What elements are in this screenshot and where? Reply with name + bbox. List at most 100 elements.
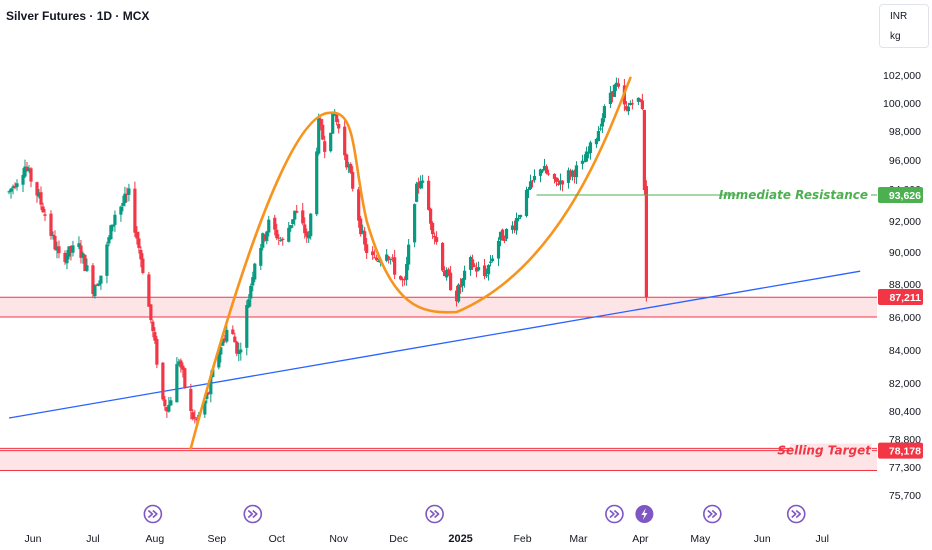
candle-body [281,238,285,241]
candle [638,98,642,103]
candle [470,254,475,270]
candle-body [189,388,193,411]
candle-body [586,151,591,154]
candle [239,342,243,361]
candle-body [432,235,437,238]
candle [79,239,83,264]
candle-body [415,183,419,202]
fast-forward-glyph [147,509,158,519]
fast-forward-glyph [609,509,620,519]
candle [468,255,473,276]
fast-forward-event-icon[interactable] [143,504,163,524]
candle [321,118,325,141]
candle-body [253,263,257,280]
candle [532,169,537,183]
candle [636,97,640,106]
candle [63,250,67,265]
candle [133,181,137,237]
y-tick-label: 92,000 [889,216,921,228]
candle-body [37,192,41,197]
candle [253,262,257,283]
unit-label: kg [890,31,901,42]
candle-body [195,418,199,421]
fast-forward-event-icon[interactable] [425,504,444,524]
candle [556,178,561,186]
candle [277,234,281,246]
candle [377,258,381,263]
candle [161,362,165,401]
candle [359,215,363,237]
candle [43,208,47,222]
candle-body [417,182,421,187]
candle [65,250,69,270]
candle-body [630,103,634,105]
candle-body [15,183,19,187]
fast-forward-event-icon[interactable] [605,504,624,524]
candle [510,221,515,234]
candle [69,245,73,261]
candle [417,177,421,194]
candle [407,238,411,271]
candle-body [363,231,367,245]
currency-label: INR [890,11,908,22]
candle [357,186,361,228]
candle [275,223,279,241]
candle-body [55,248,59,251]
cup-and-handle-curve[interactable] [189,76,632,450]
candle-body [510,225,515,230]
candle-body [93,286,97,297]
candle [440,242,445,272]
candle [225,325,229,344]
x-tick-label: Feb [513,533,531,545]
candle-body [49,213,53,236]
candle-body [401,278,405,281]
price-tag-bg [878,442,923,459]
fast-forward-event-icon[interactable] [243,504,263,524]
candle [528,174,533,191]
candle [295,204,299,214]
candle [111,224,115,232]
candle [442,266,447,277]
candle-body [319,119,323,126]
candle-body [602,106,607,119]
candle-body [331,114,335,134]
candle [558,173,563,191]
candle-body [41,206,45,213]
candle-body [626,106,631,112]
candle [419,175,423,190]
candle-body [532,175,537,181]
candle [189,383,193,420]
candle [582,154,587,163]
candle-body [460,278,465,286]
event-markers[interactable] [143,504,806,524]
candle [251,271,255,292]
candle-body [476,267,481,271]
trendline[interactable] [8,270,861,419]
candle-body [468,257,473,270]
candle-body [580,160,585,164]
candle-body [35,182,39,196]
candle [512,220,517,234]
candle-body [582,161,587,163]
lightning-event-icon[interactable] [635,505,654,523]
candle-body [167,404,171,412]
candle-body [153,332,157,341]
candle [29,167,33,188]
fast-forward-glyph [429,509,440,519]
candle [179,358,183,373]
candle-body [407,244,411,265]
candle-body [335,114,339,123]
fast-forward-event-icon[interactable] [786,504,806,524]
candle [391,254,395,262]
candle-body [624,106,629,110]
fast-forward-event-icon[interactable] [703,504,722,524]
candle [219,344,223,363]
candle-body [289,225,293,229]
candle [586,146,591,159]
candle [337,119,341,134]
candle-body [413,204,417,243]
candle-body [558,180,563,184]
candle-body [69,246,73,253]
unit-selector[interactable]: INR kg [879,4,929,48]
